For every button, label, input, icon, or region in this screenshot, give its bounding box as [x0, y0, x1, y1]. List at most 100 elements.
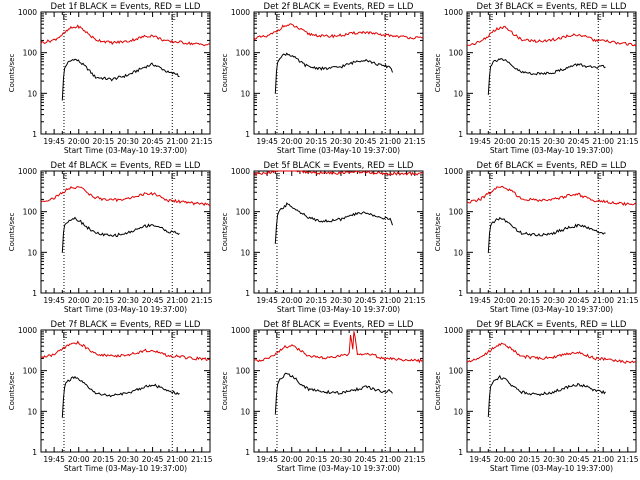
panel-3: Det 3f BLACK = Events, RED = LLD Counts/s… [434, 2, 639, 155]
y-tick-label: 1000 [444, 167, 463, 176]
y-tick-label: 1 [458, 448, 463, 457]
y-axis-label: Counts/sec [8, 372, 16, 411]
panel-title: Det 2f BLACK = Events, RED = LLD [264, 2, 414, 12]
event-marker-label: E [384, 13, 389, 22]
series-lld-line [466, 25, 637, 47]
y-tick-label: 1000 [18, 8, 37, 17]
x-tick-label: 20:00 [494, 455, 516, 464]
x-tick-label: 20:15 [93, 137, 115, 146]
event-marker-label: E [488, 172, 493, 181]
x-tick-label: 21:15 [191, 455, 213, 464]
x-tick-label: 20:45 [355, 296, 377, 305]
event-marker-label: E [171, 331, 176, 340]
y-tick-label: 1000 [18, 326, 37, 335]
x-tick-label: 20:00 [68, 455, 90, 464]
y-tick-label: 10 [27, 248, 37, 257]
x-tick-label: 20:45 [568, 137, 590, 146]
y-tick-label: 100 [449, 208, 464, 217]
x-tick-label: 19:45 [469, 455, 491, 464]
series-events-line [61, 375, 180, 418]
x-tick-label: 21:00 [379, 455, 401, 464]
x-tick-label: 20:15 [93, 296, 115, 305]
y-tick-label: 100 [236, 208, 251, 217]
x-tick-label: 20:45 [142, 296, 164, 305]
series-events-line [487, 374, 606, 418]
event-marker-label: E [171, 13, 176, 22]
y-tick-label: 100 [449, 49, 464, 58]
y-tick-label: 1000 [444, 326, 463, 335]
event-marker-label: E [597, 172, 602, 181]
y-tick-label: 10 [240, 89, 250, 98]
panel-title: Det 9f BLACK = Events, RED = LLD [477, 320, 627, 330]
event-marker-label: E [275, 331, 280, 340]
event-marker-label: E [384, 331, 389, 340]
x-tick-label: 20:30 [543, 137, 565, 146]
series-events-line [274, 52, 393, 94]
plot-area [40, 11, 211, 135]
x-tick-label: 20:00 [68, 296, 90, 305]
y-axis-label: Counts/sec [434, 213, 442, 252]
panel-4: Det 4f BLACK = Events, RED = LLD Counts/s… [8, 161, 213, 314]
y-tick-label: 1000 [231, 8, 250, 17]
y-tick-label: 1 [32, 289, 37, 298]
y-axis-label: Counts/sec [221, 213, 229, 252]
y-axis-label: Counts/sec [8, 213, 16, 252]
x-tick-label: 21:00 [592, 296, 614, 305]
x-tick-label: 21:15 [617, 137, 639, 146]
x-tick-label: 20:30 [117, 296, 139, 305]
panel-title: Det 5f BLACK = Events, RED = LLD [264, 161, 414, 171]
x-tick-label: 21:15 [404, 296, 426, 305]
series-lld-line [253, 23, 423, 40]
y-tick-label: 1 [32, 130, 37, 139]
x-tick-label: 20:15 [519, 296, 541, 305]
y-tick-label: 1000 [231, 167, 250, 176]
y-axis-label: Counts/sec [434, 54, 442, 93]
y-tick-label: 1 [32, 448, 37, 457]
series-events-line [61, 216, 180, 253]
y-tick-label: 100 [23, 49, 38, 58]
x-tick-label: 21:00 [379, 137, 401, 146]
series-events-line [274, 202, 393, 244]
y-tick-label: 100 [236, 49, 251, 58]
plot-area [466, 11, 637, 135]
x-tick-label: 20:30 [330, 296, 352, 305]
x-tick-label: 20:45 [568, 455, 590, 464]
event-marker-label: E [171, 172, 176, 181]
y-tick-label: 100 [236, 367, 251, 376]
series-lld-line [253, 331, 424, 364]
x-tick-label: 19:45 [43, 137, 65, 146]
series-lld-line [254, 170, 424, 177]
y-tick-label: 10 [453, 407, 463, 416]
x-axis-label: Start Time (03-May-10 19:37:00) [490, 146, 613, 155]
y-tick-label: 1 [245, 289, 250, 298]
x-axis-label: Start Time (03-May-10 19:37:00) [277, 305, 400, 314]
x-tick-label: 21:15 [191, 296, 213, 305]
y-tick-label: 1 [458, 289, 463, 298]
y-axis-label: Counts/sec [434, 372, 442, 411]
series-lld-line [40, 185, 211, 207]
x-tick-label: 19:45 [43, 296, 65, 305]
event-marker-label: E [597, 331, 602, 340]
panel-5: Det 5f BLACK = Events, RED = LLD Counts/s… [221, 161, 426, 314]
x-tick-label: 19:45 [469, 296, 491, 305]
x-tick-label: 20:30 [543, 296, 565, 305]
x-tick-label: 20:00 [281, 296, 303, 305]
x-axis-label: Start Time (03-May-10 19:37:00) [64, 305, 187, 314]
x-tick-label: 20:30 [117, 455, 139, 464]
x-axis-label: Start Time (03-May-10 19:37:00) [64, 146, 187, 155]
x-tick-label: 19:45 [256, 137, 278, 146]
x-tick-label: 20:30 [330, 455, 352, 464]
event-marker-label: E [62, 13, 67, 22]
panel-7: Det 7f BLACK = Events, RED = LLD Counts/s… [8, 320, 213, 473]
x-tick-label: 21:00 [166, 296, 188, 305]
x-tick-label: 21:15 [404, 137, 426, 146]
x-tick-label: 21:15 [617, 455, 639, 464]
x-tick-label: 20:15 [93, 455, 115, 464]
y-tick-label: 100 [23, 208, 38, 217]
x-axis-label: Start Time (03-May-10 19:37:00) [277, 146, 400, 155]
y-tick-label: 10 [453, 89, 463, 98]
y-tick-label: 100 [449, 367, 464, 376]
x-tick-label: 20:00 [68, 137, 90, 146]
panel-1: Det 1f BLACK = Events, RED = LLD Counts/s… [8, 2, 213, 155]
